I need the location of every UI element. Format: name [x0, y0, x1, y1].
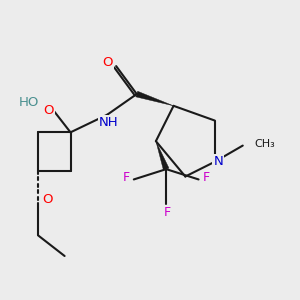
- Text: O: O: [42, 193, 53, 206]
- Text: F: F: [202, 172, 209, 184]
- Text: F: F: [164, 206, 171, 219]
- Text: F: F: [123, 172, 130, 184]
- Text: HO: HO: [18, 96, 39, 109]
- Text: CH₃: CH₃: [254, 139, 275, 149]
- Polygon shape: [156, 141, 169, 170]
- Text: O: O: [103, 56, 113, 69]
- Text: NH: NH: [99, 116, 118, 129]
- Text: O: O: [43, 104, 54, 117]
- Polygon shape: [136, 91, 174, 106]
- Text: N: N: [213, 155, 223, 168]
